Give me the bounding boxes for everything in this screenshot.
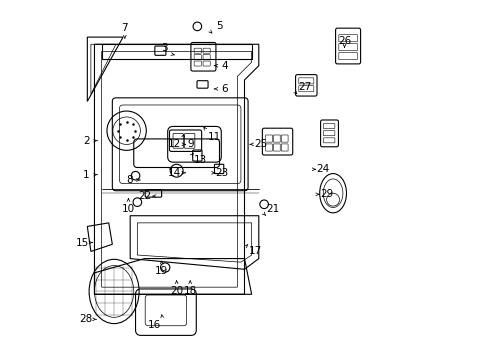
Text: 28: 28 <box>79 314 92 324</box>
Text: 3: 3 <box>161 43 167 53</box>
Text: 27: 27 <box>297 82 310 92</box>
Text: 5: 5 <box>216 21 223 31</box>
Text: 21: 21 <box>266 203 279 213</box>
Text: 13: 13 <box>194 156 207 165</box>
Text: 16: 16 <box>147 320 161 330</box>
Text: 20: 20 <box>170 286 183 296</box>
Text: 24: 24 <box>316 164 329 174</box>
Text: 9: 9 <box>187 139 194 149</box>
Text: 1: 1 <box>83 170 90 180</box>
Text: 7: 7 <box>122 23 128 33</box>
Text: 17: 17 <box>248 247 261 256</box>
Text: 14: 14 <box>168 168 181 178</box>
Text: 26: 26 <box>337 36 350 46</box>
Text: 25: 25 <box>253 139 266 149</box>
Text: 12: 12 <box>168 139 181 149</box>
Text: 29: 29 <box>319 189 333 199</box>
Text: 18: 18 <box>183 286 197 296</box>
Text: 4: 4 <box>221 61 228 71</box>
Text: 2: 2 <box>83 136 90 146</box>
Text: 11: 11 <box>207 132 220 142</box>
Text: 10: 10 <box>122 203 135 213</box>
Text: 23: 23 <box>215 168 228 178</box>
Text: 15: 15 <box>75 238 88 248</box>
Text: 19: 19 <box>155 266 168 276</box>
Text: 8: 8 <box>126 175 133 185</box>
Text: 6: 6 <box>221 84 228 94</box>
Text: 22: 22 <box>138 191 151 201</box>
